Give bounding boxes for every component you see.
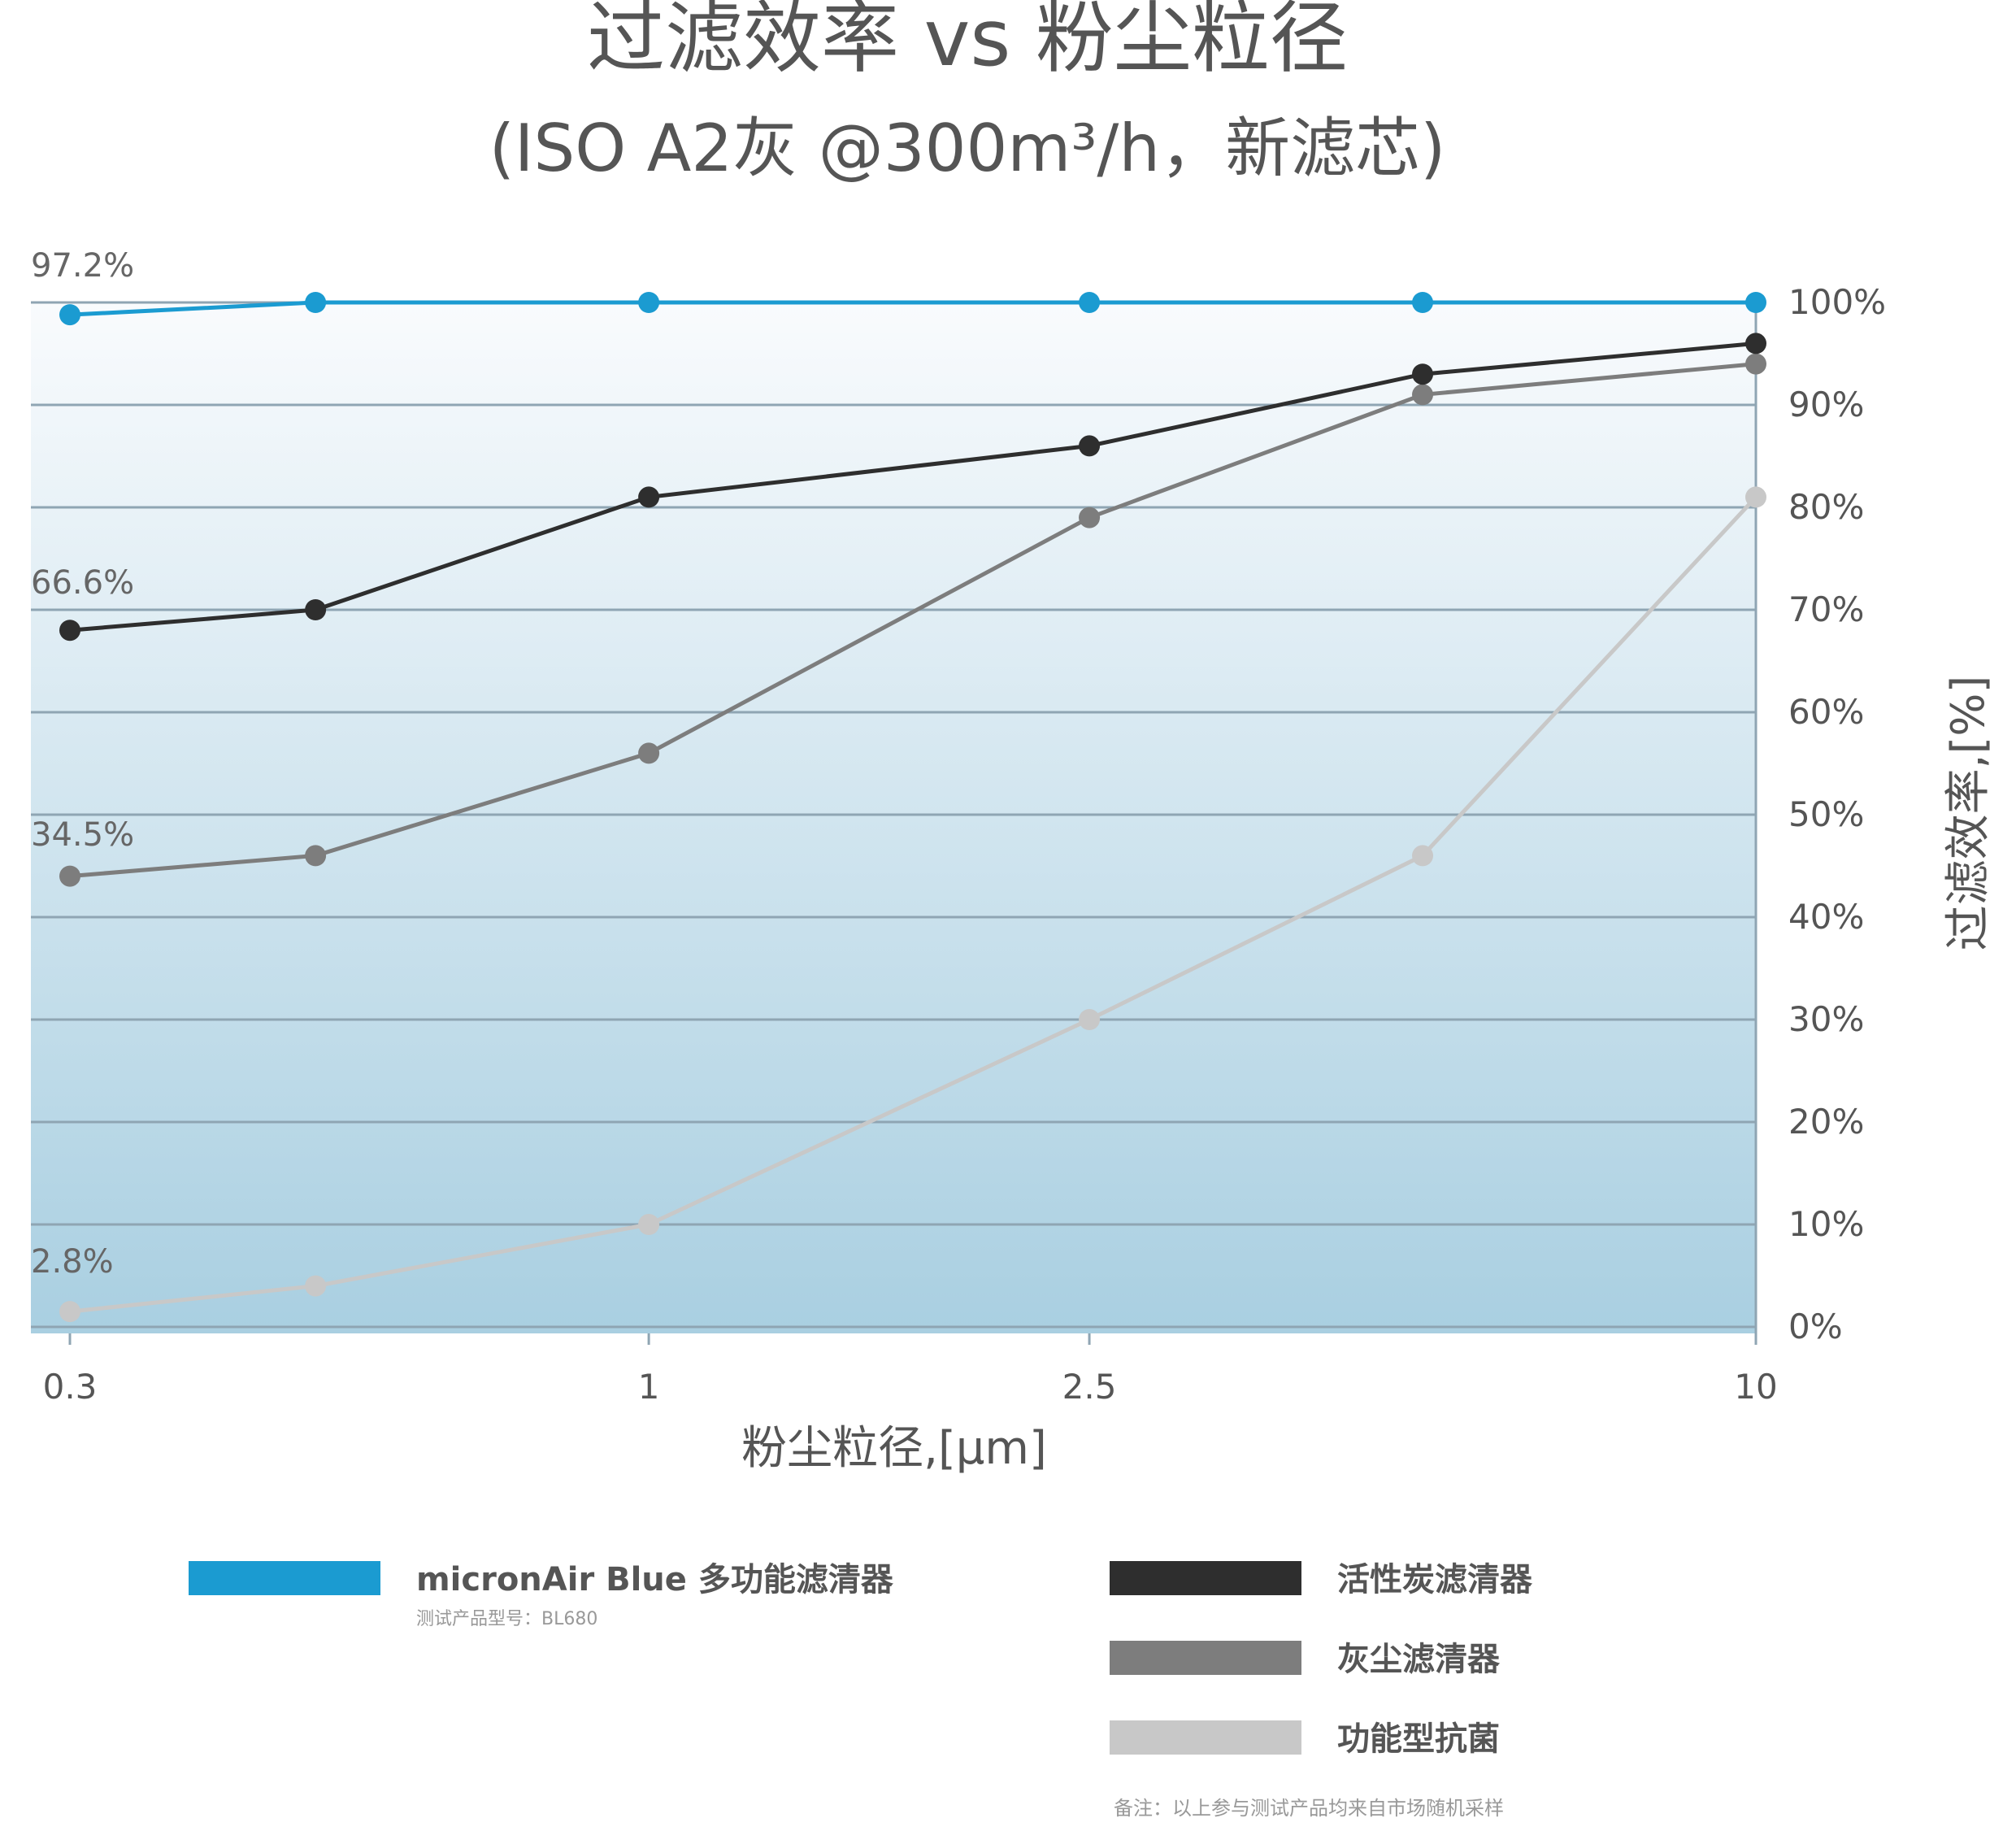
legend-swatch [189, 1561, 380, 1595]
data-point [638, 742, 660, 764]
data-point [305, 599, 327, 620]
y-tick-label: 50% [1788, 794, 1864, 834]
chart-subtitle: (ISO A2灰 @300m³/h，新滤芯) [489, 111, 1446, 186]
data-point [638, 1214, 660, 1235]
y-tick-label: 10% [1788, 1204, 1864, 1244]
start-value-label: 97.2% [31, 247, 134, 285]
data-point [1412, 384, 1434, 406]
data-point [1079, 507, 1101, 528]
x-tick-label: 10 [1734, 1367, 1777, 1407]
data-point [1412, 845, 1434, 867]
y-tick-label: 70% [1788, 589, 1864, 629]
data-point [1412, 363, 1434, 385]
chart-title: 过滤效率 vs 粉尘粒径 [587, 0, 1348, 84]
data-point [1745, 353, 1766, 375]
legend-sublabel: 测试产品型号：BL680 [416, 1609, 597, 1629]
y-tick-label: 40% [1788, 897, 1864, 937]
legend-swatch [1110, 1720, 1301, 1755]
data-point [638, 486, 660, 508]
grid-lines [31, 301, 1757, 1333]
x-axis-label: 粉尘粒径,[μm] [741, 1422, 1047, 1475]
y-tick-label: 0% [1788, 1307, 1843, 1346]
data-point [305, 292, 327, 313]
data-point [1412, 292, 1434, 313]
start-value-label: 2.8% [31, 1243, 114, 1281]
legend-label: 灰尘滤清器 [1337, 1641, 1501, 1678]
series-line [69, 362, 1757, 879]
data-point [305, 1275, 327, 1297]
data-point [1745, 292, 1766, 313]
data-point [1745, 333, 1766, 354]
data-point [1079, 1009, 1101, 1030]
data-point [1745, 486, 1766, 508]
data-point [59, 865, 80, 887]
y-tick-label: 100% [1788, 282, 1886, 322]
legend-label: micronAir Blue 多功能滤清器 [416, 1561, 894, 1598]
y-axis-ticks: 100% 90% 80% 70% 60% 50% 40% 30% 20% 10% 0% [1788, 282, 1886, 1346]
legend-swatch [1110, 1641, 1301, 1675]
data-point [1079, 435, 1101, 457]
footnote: 备注：以上参与测试产品均来自市场随机采样 [1114, 1797, 1504, 1820]
y-tick-label: 90% [1788, 385, 1864, 424]
y-tick-label: 20% [1788, 1102, 1864, 1142]
y-axis-label: 过滤效率,[%] [1942, 676, 1995, 951]
start-value-labels: 97.2% 66.6% 34.5% 2.8% [31, 247, 134, 1281]
x-axis-ticks: 0.3 1 2.5 10 [43, 1333, 1778, 1407]
x-tick-label: 0.3 [43, 1367, 98, 1407]
data-point [59, 1301, 80, 1323]
data-point [1079, 292, 1101, 313]
legend-label: 功能型抗菌 [1337, 1720, 1500, 1758]
data-point [59, 620, 80, 642]
legend-swatch [1110, 1561, 1301, 1595]
legend-label: 活性炭滤清器 [1337, 1561, 1533, 1598]
y-tick-label: 30% [1788, 999, 1864, 1039]
series-line [69, 300, 1756, 317]
plot-background [31, 302, 1756, 1333]
series-line [69, 341, 1757, 633]
start-value-label: 66.6% [31, 564, 134, 602]
data-point [59, 304, 80, 326]
x-tick-label: 2.5 [1062, 1367, 1117, 1407]
x-tick-label: 1 [638, 1367, 660, 1407]
series-layer [59, 292, 1766, 1323]
y-tick-label: 80% [1788, 487, 1864, 527]
start-value-label: 34.5% [31, 816, 134, 854]
data-point [305, 845, 327, 867]
y-tick-label: 60% [1788, 692, 1864, 732]
data-point [638, 292, 660, 313]
series-line [69, 495, 1757, 1314]
